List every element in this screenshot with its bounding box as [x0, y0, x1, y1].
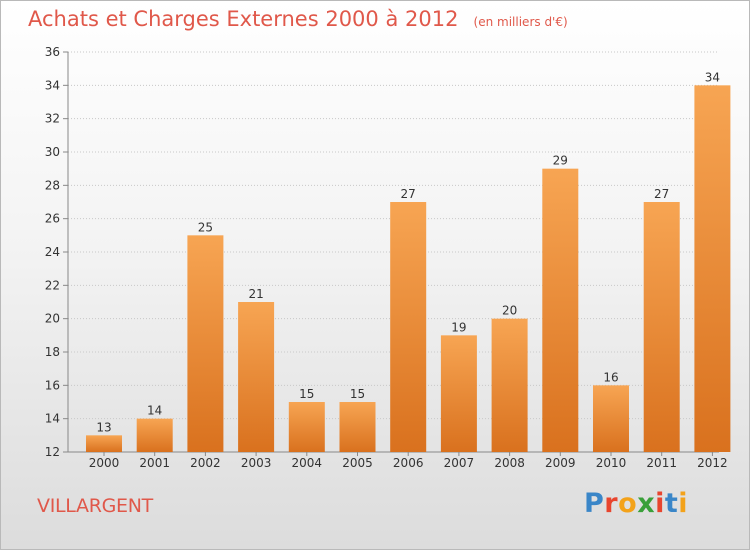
y-tick-label: 24: [45, 245, 60, 259]
y-tick-label: 18: [45, 345, 60, 359]
y-tick-label: 36: [45, 45, 60, 59]
y-tick-label: 28: [45, 178, 60, 192]
x-tick-label: 2006: [393, 456, 424, 470]
x-tick-label: 2012: [697, 456, 728, 470]
x-tick-label: 2000: [89, 456, 120, 470]
bar-value-label: 15: [350, 387, 365, 401]
bar-value-label: 27: [654, 187, 669, 201]
bar: [339, 402, 376, 452]
bar: [136, 418, 173, 452]
proxiti-logo[interactable]: Proxiti: [584, 488, 688, 519]
bar-value-label: 27: [401, 187, 416, 201]
y-tick-label: 26: [45, 212, 60, 226]
bars: [86, 85, 731, 452]
y-tick-label: 22: [45, 278, 60, 292]
bar-value-label: 16: [603, 370, 618, 384]
y-tick-label: 30: [45, 145, 60, 159]
bar: [694, 85, 731, 452]
y-tick-label: 32: [45, 112, 60, 126]
x-tick-label: 2002: [190, 456, 221, 470]
bar-value-label: 13: [96, 420, 111, 434]
logo-letter: P: [584, 488, 605, 519]
logo-letter: x: [637, 488, 656, 519]
x-tick-label: 2009: [545, 456, 576, 470]
y-tick-label: 34: [45, 78, 60, 92]
logo-letter: i: [655, 488, 665, 519]
bar-value-label: 29: [553, 154, 568, 168]
chart-title-block: Achats et Charges Externes 2000 à 2012 (…: [28, 7, 568, 31]
bar: [288, 402, 325, 452]
city-name: VILLARGENT: [37, 495, 153, 517]
bar: [187, 235, 224, 452]
logo-letter: i: [678, 488, 689, 519]
x-tick-label: 2011: [646, 456, 677, 470]
x-tick-label: 2010: [596, 456, 627, 470]
y-tick-label: 14: [45, 412, 60, 426]
bar-value-label: 34: [705, 70, 720, 84]
bar: [643, 202, 680, 452]
x-tick-label: 2003: [241, 456, 272, 470]
x-tick-label: 2007: [444, 456, 475, 470]
logo-letter: r: [604, 488, 619, 519]
labels: 12 14 16 18 20 22 24 26 28 30 32 34 36 13 2000 14 2001 25…: [45, 45, 728, 470]
bar: [86, 435, 122, 452]
x-tick-label: 2004: [292, 456, 323, 470]
y-tick-label: 20: [45, 312, 60, 326]
bar-value-label: 15: [299, 387, 314, 401]
bar: [542, 168, 579, 452]
chart-unit: (en milliers d'€): [473, 15, 568, 29]
bar: [390, 202, 427, 452]
bar-value-label: 20: [502, 304, 517, 318]
logo-letter: t: [664, 488, 679, 519]
chart-title: Achats et Charges Externes 2000 à 2012: [28, 7, 459, 31]
logo-letter: o: [618, 488, 638, 519]
bar-value-label: 21: [248, 287, 263, 301]
y-tick-label: 16: [45, 378, 60, 392]
bar: [491, 318, 528, 452]
bar-value-label: 14: [147, 404, 162, 418]
x-tick-label: 2008: [494, 456, 525, 470]
bar: [440, 335, 477, 452]
x-tick-label: 2001: [139, 456, 170, 470]
bar: [593, 385, 629, 452]
bar: [238, 302, 275, 452]
bar-value-label: 19: [451, 320, 466, 334]
y-tick-label: 12: [45, 445, 60, 459]
bar-value-label: 25: [198, 220, 213, 234]
x-tick-label: 2005: [342, 456, 373, 470]
